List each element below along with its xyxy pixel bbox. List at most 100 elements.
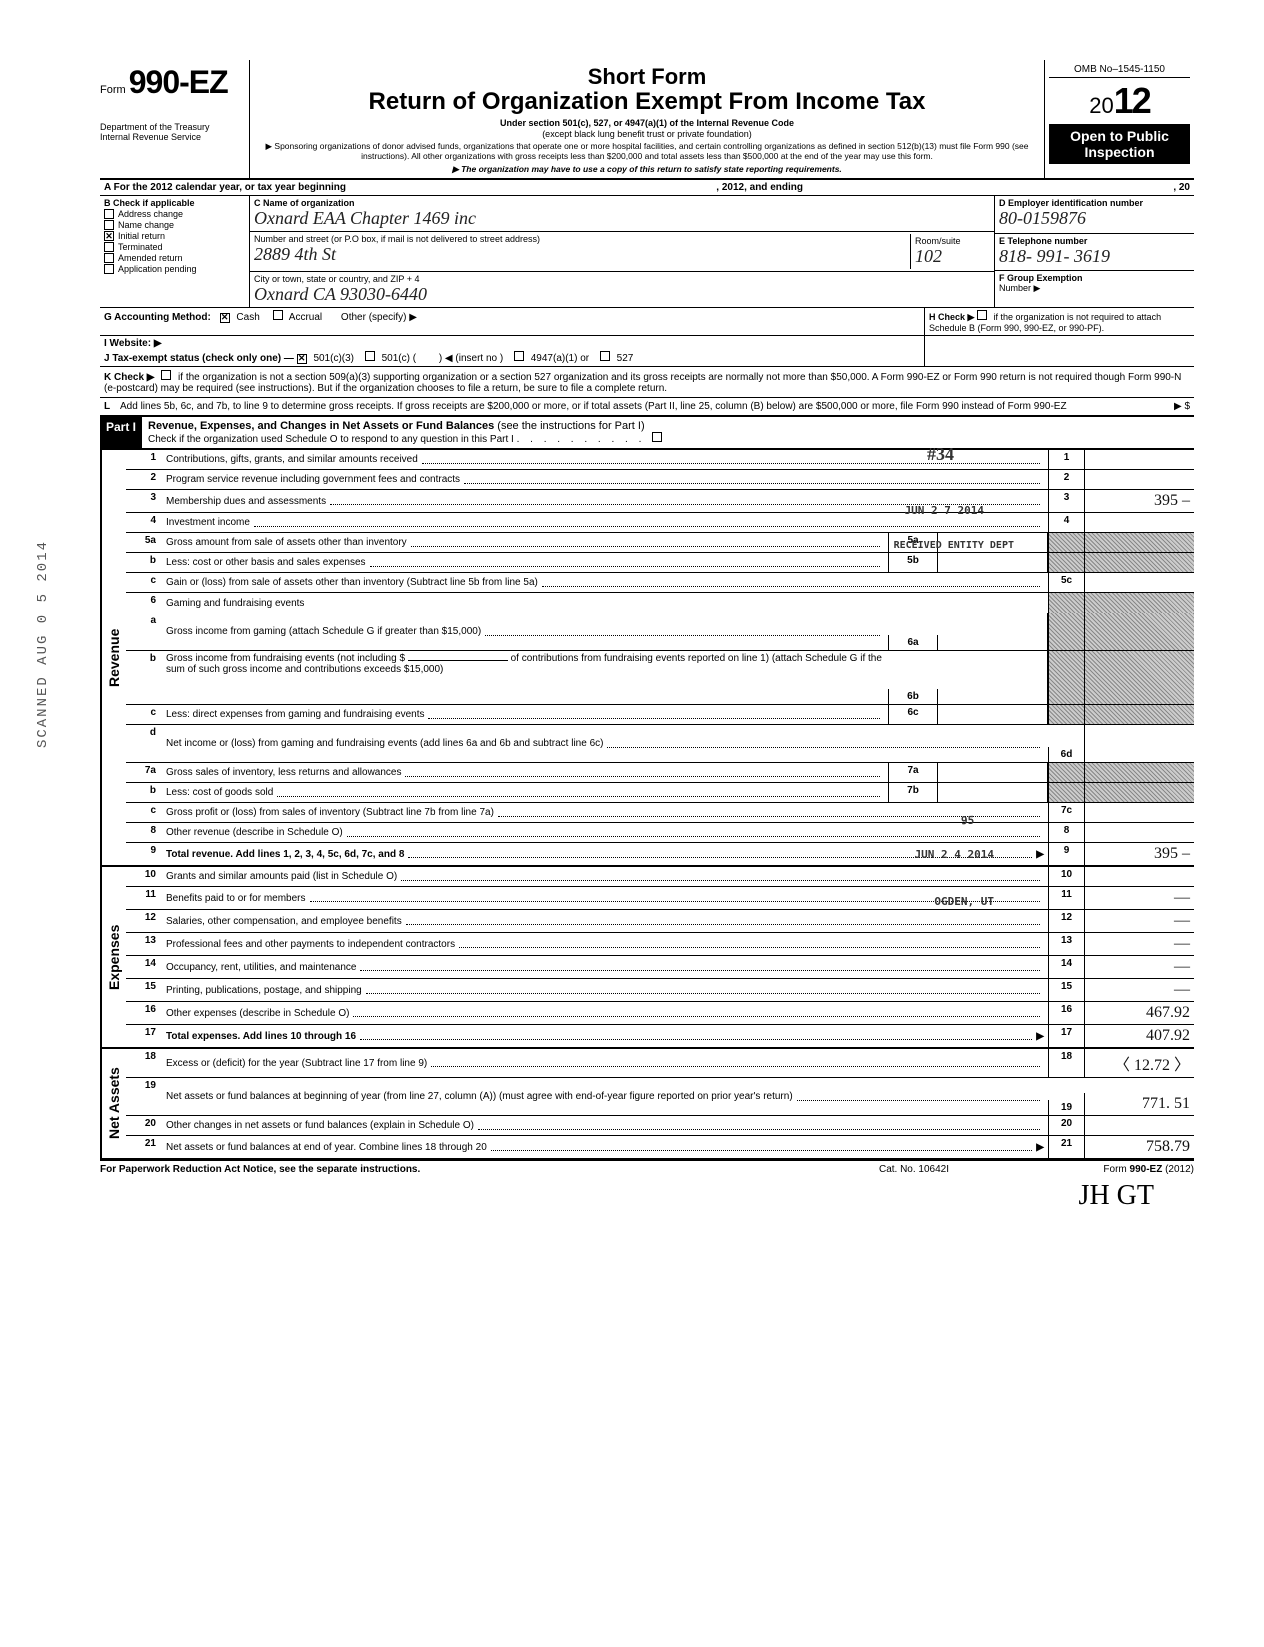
- revenue-label: Revenue: [100, 450, 126, 865]
- line-12: 12 Salaries, other compensation, and emp…: [126, 910, 1194, 933]
- revenue-section: Revenue #34 JUN 2 7 2014 RECEIVED ENTITY…: [100, 450, 1194, 867]
- c-addr-row: Number and street (or P.O box, if mail i…: [250, 232, 994, 272]
- line-18: 18 Excess or (deficit) for the year (Sub…: [126, 1049, 1194, 1078]
- subtitle1: Under section 501(c), 527, or 4947(a)(1)…: [258, 118, 1036, 128]
- line-17: 17 Total expenses. Add lines 10 through …: [126, 1025, 1194, 1047]
- org-name: Oxnard EAA Chapter 1469 inc: [254, 208, 990, 229]
- cb-address: Address change: [104, 209, 245, 219]
- line-6: 6 Gaming and fundraising events: [126, 593, 1194, 613]
- open-to-public: Open to Public Inspection: [1049, 124, 1190, 164]
- netassets-lines: 18 Excess or (deficit) for the year (Sub…: [126, 1049, 1194, 1158]
- checkbox-icon[interactable]: [600, 351, 610, 361]
- stamp-34: #34: [927, 444, 954, 465]
- line-15: 15 Printing, publications, postage, and …: [126, 979, 1194, 1002]
- signature: JH GT: [1079, 1180, 1154, 1212]
- col-c: C Name of organization Oxnard EAA Chapte…: [250, 196, 994, 307]
- line-7c: c Gross profit or (loss) from sales of i…: [126, 803, 1194, 823]
- dept-treasury: Department of the Treasury Internal Reve…: [100, 123, 245, 143]
- cb-name: Name change: [104, 220, 245, 230]
- signature-area: JH GT: [100, 1175, 1194, 1235]
- part1-label: Part I: [100, 417, 142, 448]
- col-b: B Check if applicable Address change Nam…: [100, 196, 250, 307]
- row-k: K Check ▶ if the organization is not a s…: [100, 367, 1194, 398]
- cb-amended: Amended return: [104, 253, 245, 263]
- h-right-cont: [924, 336, 1194, 366]
- checkbox-icon[interactable]: [365, 351, 375, 361]
- form-number: Form 990-EZ: [100, 64, 245, 101]
- i-website: I Website: ▶ J Tax-exempt status (check …: [100, 336, 924, 366]
- checkbox-icon[interactable]: [273, 310, 283, 320]
- checkbox-icon[interactable]: ✕: [297, 354, 307, 364]
- expenses-lines: OGDEN, UT 10 Grants and similar amounts …: [126, 867, 1194, 1047]
- stamp-jun24: JUN 2 4 2014: [915, 848, 994, 861]
- header-row: Form 990-EZ Department of the Treasury I…: [100, 60, 1194, 180]
- line-16: 16 Other expenses (describe in Schedule …: [126, 1002, 1194, 1025]
- f-group: F Group Exemption Number ▶: [995, 271, 1194, 307]
- c-name-row: C Name of organization Oxnard EAA Chapte…: [250, 196, 994, 232]
- cb-terminated: Terminated: [104, 242, 245, 252]
- line-5a: 5a Gross amount from sale of assets othe…: [126, 533, 1194, 553]
- line-13: 13 Professional fees and other payments …: [126, 933, 1194, 956]
- line-4: 4 Investment income 4: [126, 513, 1194, 533]
- omb-number: OMB No–1545-1150: [1049, 64, 1190, 78]
- form-number-big: 990-EZ: [129, 64, 228, 100]
- line-6c: c Less: direct expenses from gaming and …: [126, 705, 1194, 725]
- line-6a: a Gross income from gaming (attach Sched…: [126, 613, 1194, 651]
- line-10: 10 Grants and similar amounts paid (list…: [126, 867, 1194, 887]
- e-phone: E Telephone number 818- 991- 3619: [995, 234, 1194, 271]
- title-main: Short Form: [258, 64, 1036, 90]
- checkbox-icon[interactable]: [104, 242, 114, 252]
- netassets-section: Net Assets 18 Excess or (deficit) for th…: [100, 1049, 1194, 1160]
- checkbox-icon[interactable]: ✕: [104, 231, 114, 241]
- line-6d: d Net income or (loss) from gaming and f…: [126, 725, 1194, 763]
- header-center: Short Form Return of Organization Exempt…: [250, 60, 1044, 178]
- checkbox-icon[interactable]: [161, 370, 171, 380]
- line-7a: 7a Gross sales of inventory, less return…: [126, 763, 1194, 783]
- row-a: A For the 2012 calendar year, or tax yea…: [100, 180, 1194, 196]
- netassets-label: Net Assets: [100, 1049, 126, 1158]
- g-accounting: G Accounting Method: ✕ Cash Accrual Othe…: [100, 308, 924, 335]
- side-stamp: SCANNED AUG 0 5 2014: [35, 540, 51, 748]
- part1-header: Part I Revenue, Expenses, and Changes in…: [100, 417, 1194, 450]
- header-note1: ▶ Sponsoring organizations of donor advi…: [258, 142, 1036, 162]
- checkbox-icon[interactable]: ✕: [220, 313, 230, 323]
- line-7b: b Less: cost of goods sold 7b: [126, 783, 1194, 803]
- org-addr: 2889 4th St: [254, 244, 910, 265]
- stamp-jun27: JUN 2 7 2014: [905, 504, 984, 517]
- footer-right: Form 990-EZ (2012): [1014, 1164, 1194, 1175]
- checkbox-icon[interactable]: [652, 432, 662, 442]
- line-6b: b Gross income from fundraising events (…: [126, 651, 1194, 705]
- form-990ez: SCANNED AUG 0 5 2014 Form 990-EZ Departm…: [100, 60, 1194, 1235]
- stamp-ogden: OGDEN, UT: [934, 895, 994, 908]
- line-5c: c Gain or (loss) from sale of assets oth…: [126, 573, 1194, 593]
- org-city: Oxnard CA 93030-6440: [254, 284, 990, 305]
- section-bcd: B Check if applicable Address change Nam…: [100, 196, 1194, 308]
- form-label: Form: [100, 84, 126, 96]
- row-l: L Add lines 5b, 6c, and 7b, to line 9 to…: [100, 398, 1194, 417]
- c-city-row: City or town, state or country, and ZIP …: [250, 272, 994, 307]
- checkbox-icon[interactable]: [104, 253, 114, 263]
- line-9: 9 Total revenue. Add lines 1, 2, 3, 4, 5…: [126, 843, 1194, 865]
- line-2: 2 Program service revenue including gove…: [126, 470, 1194, 490]
- line-20: 20 Other changes in net assets or fund b…: [126, 1116, 1194, 1136]
- line-1: 1 Contributions, gifts, grants, and simi…: [126, 450, 1194, 470]
- row-i-j: I Website: ▶ J Tax-exempt status (check …: [100, 336, 1194, 367]
- checkbox-icon[interactable]: [104, 209, 114, 219]
- header-right: OMB No–1545-1150 2012 Open to Public Ins…: [1044, 60, 1194, 178]
- checkbox-icon[interactable]: [104, 220, 114, 230]
- expenses-section: Expenses OGDEN, UT 10 Grants and similar…: [100, 867, 1194, 1049]
- footer-left: For Paperwork Reduction Act Notice, see …: [100, 1164, 814, 1175]
- d-ein: D Employer identification number 80-0159…: [995, 196, 1194, 233]
- footer: For Paperwork Reduction Act Notice, see …: [100, 1160, 1194, 1175]
- year-box: 2012: [1049, 80, 1190, 122]
- cb-pending: Application pending: [104, 264, 245, 274]
- part1-title: Revenue, Expenses, and Changes in Net As…: [142, 417, 1194, 448]
- h-check: H Check ▶ if the organization is not req…: [924, 308, 1194, 335]
- checkbox-icon[interactable]: [977, 310, 987, 320]
- checkbox-icon[interactable]: [514, 351, 524, 361]
- room-suite: Room/suite 102: [910, 234, 990, 269]
- col-d: D Employer identification number 80-0159…: [994, 196, 1194, 307]
- checkbox-icon[interactable]: [104, 264, 114, 274]
- revenue-lines: #34 JUN 2 7 2014 RECEIVED ENTITY DEPT 1 …: [126, 450, 1194, 865]
- stamp-received: RECEIVED ENTITY DEPT: [894, 540, 1014, 551]
